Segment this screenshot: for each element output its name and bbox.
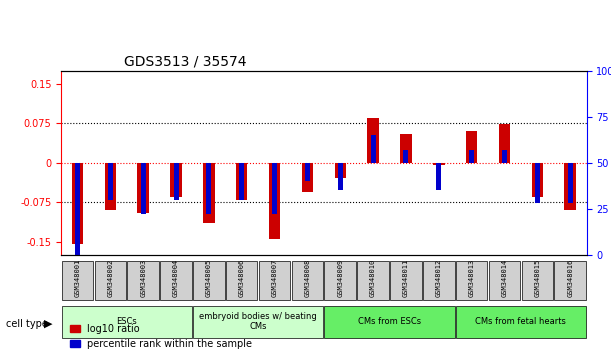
FancyBboxPatch shape	[62, 261, 93, 300]
Bar	[236, 163, 247, 200]
Bar	[499, 125, 510, 163]
FancyBboxPatch shape	[390, 261, 422, 300]
Bar	[466, 131, 477, 163]
Bar	[403, 150, 408, 163]
Text: GSM348007: GSM348007	[271, 259, 277, 297]
FancyBboxPatch shape	[193, 261, 225, 300]
Bar	[174, 163, 178, 200]
Text: GSM348004: GSM348004	[173, 259, 179, 297]
Text: ESCs: ESCs	[117, 317, 137, 326]
Text: GSM348012: GSM348012	[436, 259, 442, 297]
Bar	[305, 163, 310, 181]
FancyBboxPatch shape	[423, 261, 455, 300]
Legend: log10 ratio, percentile rank within the sample: log10 ratio, percentile rank within the …	[66, 320, 256, 353]
Bar	[269, 163, 280, 239]
Text: GSM348005: GSM348005	[206, 259, 212, 297]
Text: GSM348011: GSM348011	[403, 259, 409, 297]
Bar	[436, 163, 441, 190]
FancyBboxPatch shape	[193, 306, 323, 338]
Bar	[75, 163, 80, 255]
Bar	[433, 163, 445, 165]
FancyBboxPatch shape	[324, 306, 455, 338]
FancyBboxPatch shape	[324, 261, 356, 300]
Text: GSM348013: GSM348013	[469, 259, 475, 297]
FancyBboxPatch shape	[357, 261, 389, 300]
Bar	[532, 163, 543, 197]
Bar	[502, 150, 507, 163]
Text: GSM348009: GSM348009	[337, 259, 343, 297]
Bar	[272, 163, 277, 215]
FancyBboxPatch shape	[522, 261, 553, 300]
Text: embryoid bodies w/ beating
CMs: embryoid bodies w/ beating CMs	[199, 312, 317, 331]
FancyBboxPatch shape	[554, 261, 586, 300]
Bar	[240, 163, 244, 200]
FancyBboxPatch shape	[489, 261, 520, 300]
Text: cell type: cell type	[6, 319, 48, 329]
Bar	[141, 163, 145, 215]
Text: GSM348002: GSM348002	[108, 259, 114, 297]
Bar	[104, 163, 116, 210]
Text: GSM348003: GSM348003	[140, 259, 146, 297]
Text: ▶: ▶	[44, 319, 53, 329]
Bar	[565, 163, 576, 210]
Bar	[203, 163, 214, 223]
Bar	[71, 163, 83, 244]
Text: GSM348014: GSM348014	[502, 259, 508, 297]
Bar	[334, 163, 346, 178]
FancyBboxPatch shape	[62, 306, 192, 338]
FancyBboxPatch shape	[160, 261, 192, 300]
FancyBboxPatch shape	[259, 261, 290, 300]
Text: GSM348016: GSM348016	[567, 259, 573, 297]
FancyBboxPatch shape	[456, 306, 586, 338]
Bar	[338, 163, 343, 190]
Text: GSM348001: GSM348001	[75, 259, 81, 297]
Bar	[371, 135, 376, 163]
Bar	[400, 134, 412, 163]
FancyBboxPatch shape	[291, 261, 323, 300]
Bar	[469, 150, 474, 163]
Text: GSM348008: GSM348008	[304, 259, 310, 297]
Bar	[367, 118, 379, 163]
Bar	[137, 163, 149, 213]
FancyBboxPatch shape	[226, 261, 257, 300]
Bar	[568, 163, 573, 203]
Text: CMs from fetal hearts: CMs from fetal hearts	[475, 317, 566, 326]
Text: GDS3513 / 35574: GDS3513 / 35574	[124, 54, 247, 68]
Bar	[108, 163, 113, 200]
Text: GSM348010: GSM348010	[370, 259, 376, 297]
Text: GSM348015: GSM348015	[534, 259, 540, 297]
Text: GSM348006: GSM348006	[239, 259, 245, 297]
Bar	[170, 163, 182, 197]
Text: CMs from ESCs: CMs from ESCs	[358, 317, 421, 326]
Bar	[207, 163, 211, 215]
FancyBboxPatch shape	[456, 261, 488, 300]
FancyBboxPatch shape	[128, 261, 159, 300]
FancyBboxPatch shape	[95, 261, 126, 300]
Bar	[535, 163, 540, 203]
Bar	[302, 163, 313, 192]
